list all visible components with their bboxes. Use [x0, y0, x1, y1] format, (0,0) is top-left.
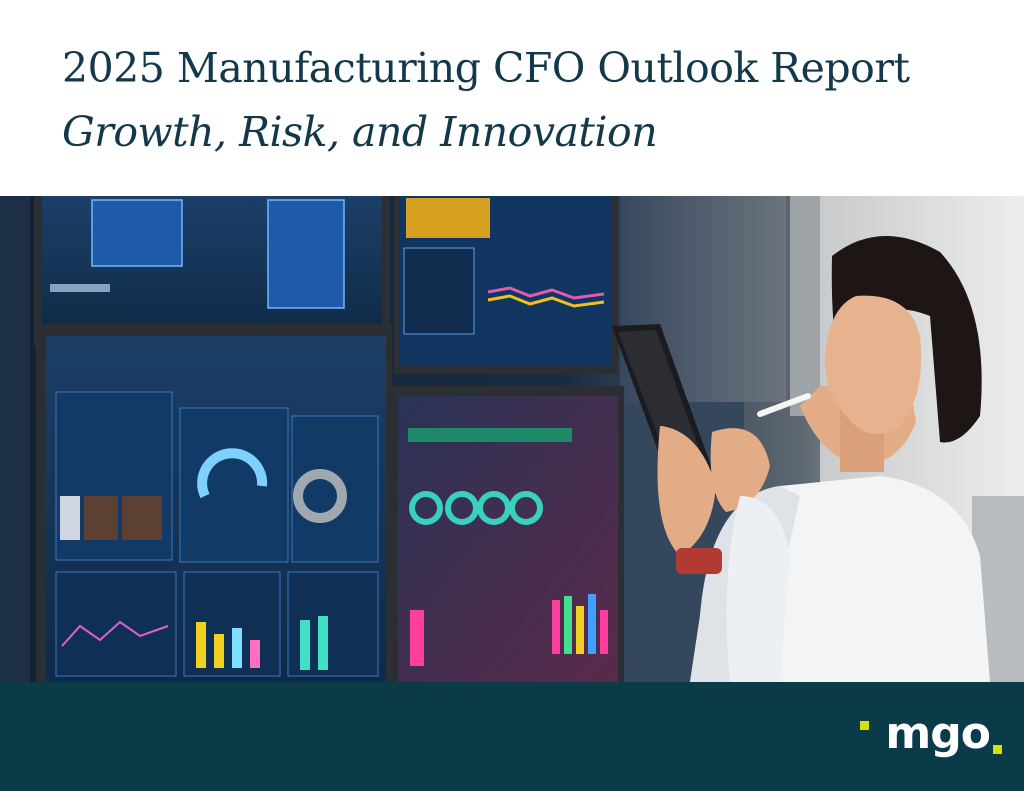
bar-thumb — [196, 622, 206, 668]
dashboard-panel — [291, 415, 379, 563]
footer-band — [0, 682, 1024, 791]
gauge-thumb — [197, 448, 268, 499]
mgo-logo: mgo — [885, 708, 991, 759]
gauge-thumb — [509, 491, 543, 525]
bar-thumb — [214, 634, 224, 668]
report-header: 2025 Manufacturing CFO Outlook Report Gr… — [0, 0, 1024, 196]
hero-photo — [0, 196, 1024, 682]
bar-thumb — [410, 610, 424, 666]
gauge-thumb — [445, 491, 479, 525]
wall-edge — [0, 196, 30, 682]
bar-thumb — [122, 496, 162, 540]
dashboard-panel — [267, 199, 345, 309]
person-with-tablet — [612, 235, 990, 682]
gauge-thumb — [477, 491, 511, 525]
bar-thumb — [576, 606, 584, 654]
line-chart-thumb — [61, 620, 169, 647]
bar-thumb — [318, 616, 328, 670]
bar-thumb — [600, 610, 608, 654]
bar-thumb — [250, 640, 260, 668]
taskbar — [50, 284, 110, 292]
bar-chart-thumb — [406, 198, 490, 238]
gauge-thumb — [409, 491, 443, 525]
bar-thumb — [60, 496, 80, 540]
dashboard-panel — [91, 199, 183, 267]
dashboard-panel — [179, 407, 289, 563]
line-chart-thumb — [487, 294, 605, 308]
bar-thumb — [300, 620, 310, 670]
pillar — [790, 196, 820, 416]
donut-thumb — [293, 469, 347, 523]
bar-thumb — [564, 596, 572, 654]
table-thumb — [403, 247, 475, 335]
logo-accent-dot — [993, 745, 1002, 754]
line-chart-thumb — [487, 286, 605, 300]
progress-thumb — [408, 428, 572, 442]
report-title: 2025 Manufacturing CFO Outlook Report — [62, 44, 910, 92]
bar-thumb — [552, 600, 560, 654]
dashboard-panel — [55, 571, 177, 677]
bar-thumb — [232, 628, 242, 668]
bar-thumb — [588, 594, 596, 654]
control-room-illustration — [0, 196, 1024, 682]
report-subtitle: Growth, Risk, and Innovation — [62, 108, 658, 156]
bar-thumb — [84, 496, 118, 540]
logo-accent-dot — [860, 721, 869, 730]
